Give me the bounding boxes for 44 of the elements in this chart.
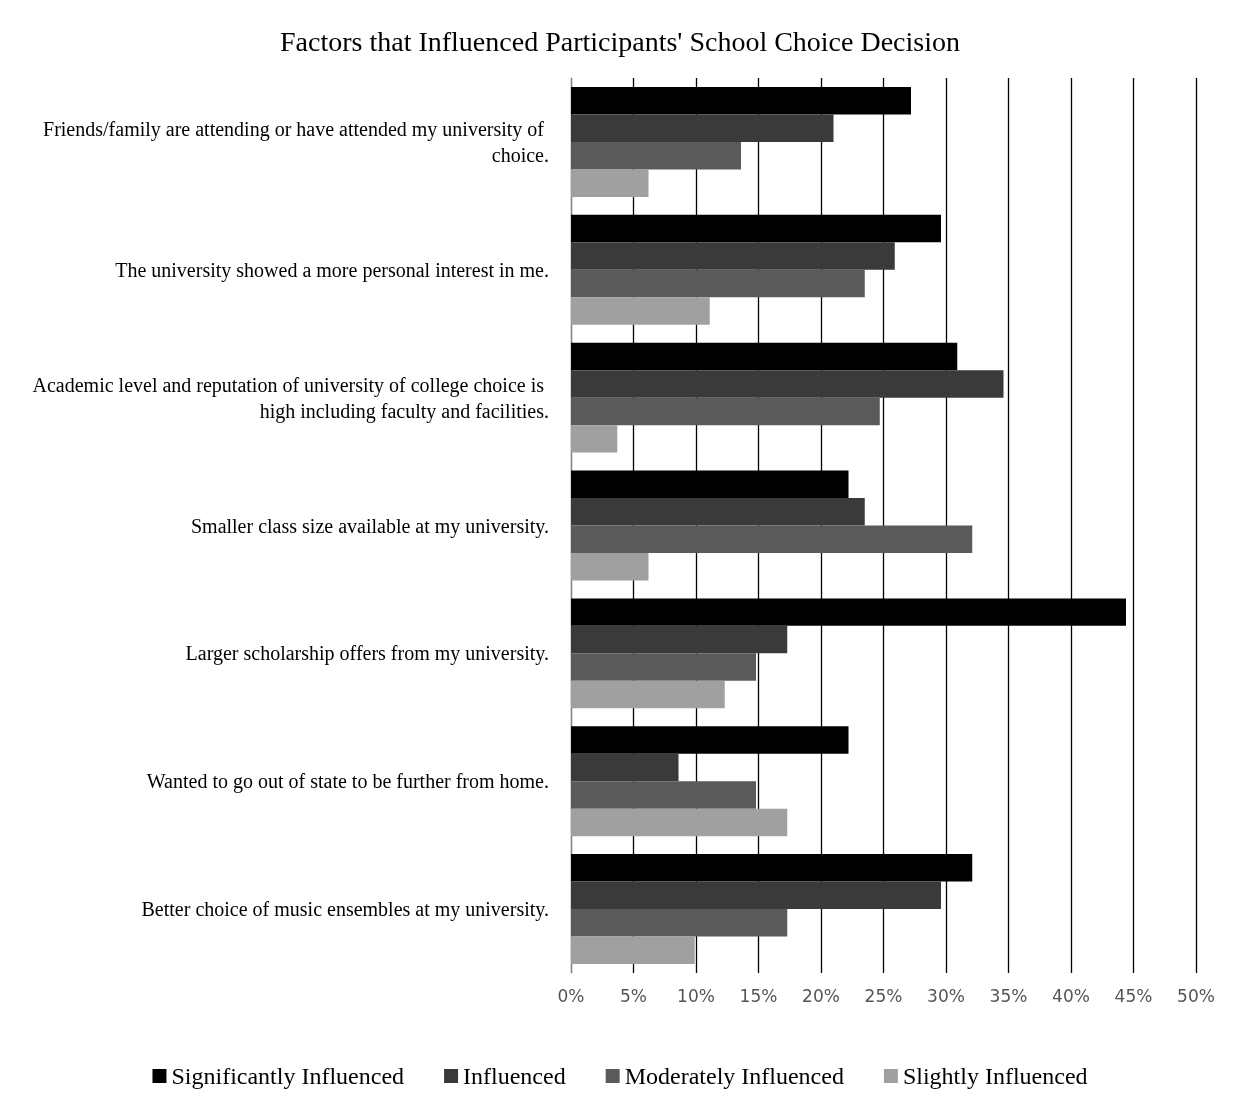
bar	[571, 625, 788, 654]
bar	[571, 114, 834, 142]
bar	[571, 781, 756, 809]
bar	[571, 425, 618, 453]
bar	[571, 680, 725, 709]
bar	[571, 753, 679, 782]
bar	[571, 881, 941, 910]
bar	[571, 397, 880, 426]
x-tick-label: 5%	[620, 985, 647, 1006]
x-tick-label: 35%	[989, 985, 1028, 1006]
y-tick-label: The university showed a more personal interest in me.	[115, 258, 549, 282]
bar	[571, 297, 710, 325]
bar	[571, 242, 895, 270]
y-tick-label: Larger scholarship offers from my university.	[185, 642, 549, 666]
bar	[571, 552, 649, 581]
x-tick-label: 15%	[739, 985, 778, 1006]
bar	[571, 525, 973, 553]
bar	[571, 808, 788, 837]
bar	[571, 169, 649, 197]
y-tick-label: Friends/family are attending or have attended my university of choice.	[43, 117, 549, 166]
legend-label: Significantly Influenced	[171, 1063, 405, 1089]
bar	[571, 498, 865, 526]
chart-title: Factors that Influenced Participants' School Choice Decision	[280, 25, 960, 57]
legend-label: Influenced	[463, 1063, 566, 1089]
bar	[571, 269, 865, 298]
x-tick-label: 45%	[1114, 985, 1153, 1006]
y-tick-label: Better choice of music ensembles at my university.	[141, 898, 549, 922]
x-tick-label: 40%	[1052, 985, 1090, 1006]
legend-label: Moderately Influenced	[624, 1063, 844, 1089]
x-tick-label: 10%	[677, 985, 715, 1006]
x-tick-label: 25%	[864, 985, 903, 1006]
y-tick-label: Academic level and reputation of university of college choice is high including faculty and facilities.	[32, 373, 549, 423]
y-tick-label: Smaller class size available at my university.	[190, 514, 549, 538]
bar	[571, 370, 1004, 398]
legend-label: Slightly Influenced	[902, 1063, 1088, 1089]
bar	[571, 936, 695, 965]
bar	[571, 909, 788, 937]
x-tick-label: 50%	[1177, 985, 1215, 1006]
bar	[571, 653, 756, 681]
x-tick-label: 30%	[927, 985, 965, 1006]
y-tick-label: Wanted to go out of state to be further from home.	[146, 770, 549, 794]
bar	[571, 141, 741, 170]
x-tick-label: 20%	[802, 985, 840, 1006]
x-tick-label: 0%	[557, 985, 585, 1006]
